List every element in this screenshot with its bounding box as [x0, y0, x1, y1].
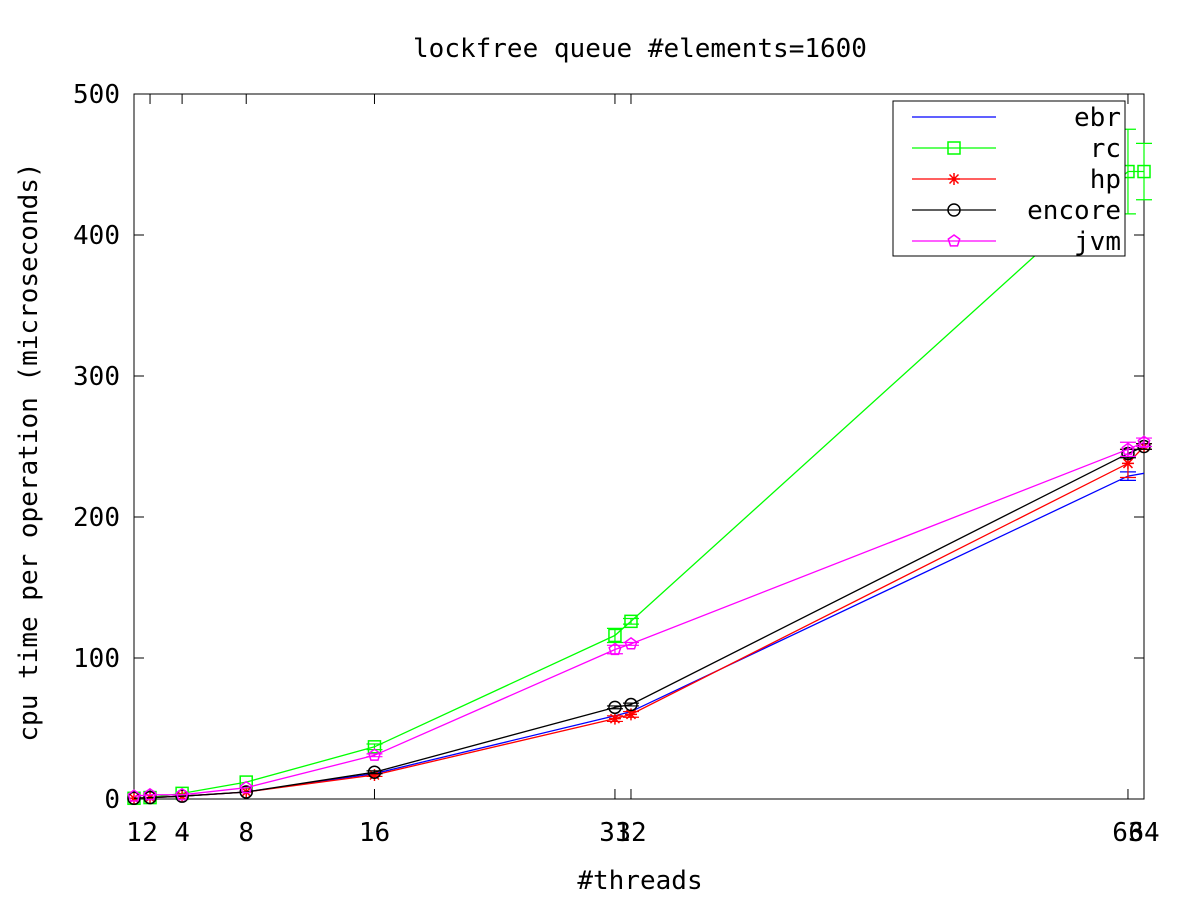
y-tick-label: 300 — [73, 362, 120, 392]
legend-label-jvm: jvm — [1074, 227, 1121, 257]
data-point-jvm — [624, 636, 638, 650]
error-bar-rc — [606, 627, 623, 644]
y-axis: 0 100 200 300 400 500 — [73, 80, 1144, 815]
data-point-hp — [624, 708, 637, 721]
legend-marker-rc — [947, 141, 961, 155]
x-tick-label: 31 — [599, 818, 630, 848]
y-tick-label: 400 — [73, 221, 120, 251]
data-point-jvm — [143, 787, 157, 801]
series-layer — [127, 128, 1152, 806]
data-point-jvm — [239, 780, 253, 794]
error-bar-rc — [1136, 142, 1152, 201]
y-axis-label: cpu time per operation (microseconds) — [14, 162, 44, 741]
y-tick-label: 500 — [73, 80, 120, 110]
series-line-hp — [133, 446, 1145, 799]
data-point-encore — [608, 700, 622, 715]
legend-marker-encore — [947, 203, 961, 217]
legend-label-hp: hp — [1090, 165, 1121, 195]
legend-marker-jvm — [947, 234, 961, 247]
data-point-hp — [368, 769, 381, 782]
y-tick-label: 0 — [104, 785, 120, 815]
legend-label-encore: encore — [1027, 196, 1121, 226]
data-point-rc — [1137, 164, 1151, 179]
x-tick-label: 64 — [1128, 818, 1159, 848]
x-tick-label: 16 — [359, 818, 390, 848]
data-point-encore — [127, 791, 141, 806]
data-point-encore — [239, 785, 253, 799]
data-point-hp — [1121, 457, 1134, 470]
y-tick-label: 100 — [73, 644, 120, 674]
x-tick-label: 63 — [1112, 818, 1143, 848]
data-point-encore — [624, 697, 638, 712]
legend-label-rc: rc — [1090, 134, 1121, 164]
x-tick-label: 8 — [238, 818, 254, 848]
data-point-jvm — [1137, 435, 1151, 448]
x-tick-label: 32 — [615, 818, 646, 848]
x-tick-label: 4 — [174, 818, 190, 848]
x-tick-label: 1 — [126, 818, 142, 848]
x-axis-label: #threads — [577, 866, 702, 896]
data-point-jvm — [1121, 442, 1135, 455]
chart-title: lockfree queue #elements=1600 — [413, 34, 867, 64]
data-point-encore — [175, 789, 189, 803]
x-tick-label: 2 — [142, 818, 158, 848]
data-point-jvm — [175, 787, 189, 801]
legend-label-ebr: ebr — [1074, 103, 1121, 133]
data-point-jvm — [608, 642, 622, 656]
data-point-encore — [143, 790, 157, 805]
data-point-rc — [608, 628, 622, 643]
series-hp — [128, 440, 1152, 805]
series-line-encore — [133, 445, 1145, 799]
y-tick-label: 200 — [73, 503, 120, 533]
data-point-rc — [367, 740, 382, 754]
data-point-jvm — [127, 789, 141, 802]
series-encore — [127, 439, 1152, 806]
series-line-rc — [133, 170, 1144, 799]
series-line-jvm — [133, 441, 1145, 797]
data-point-rc — [624, 614, 638, 629]
data-point-encore — [367, 765, 382, 779]
data-point-jvm — [367, 748, 382, 761]
series-ebr — [133, 471, 1145, 799]
legend-marker-hp — [948, 173, 960, 185]
series-jvm — [127, 435, 1152, 802]
data-point-hp — [608, 712, 621, 725]
